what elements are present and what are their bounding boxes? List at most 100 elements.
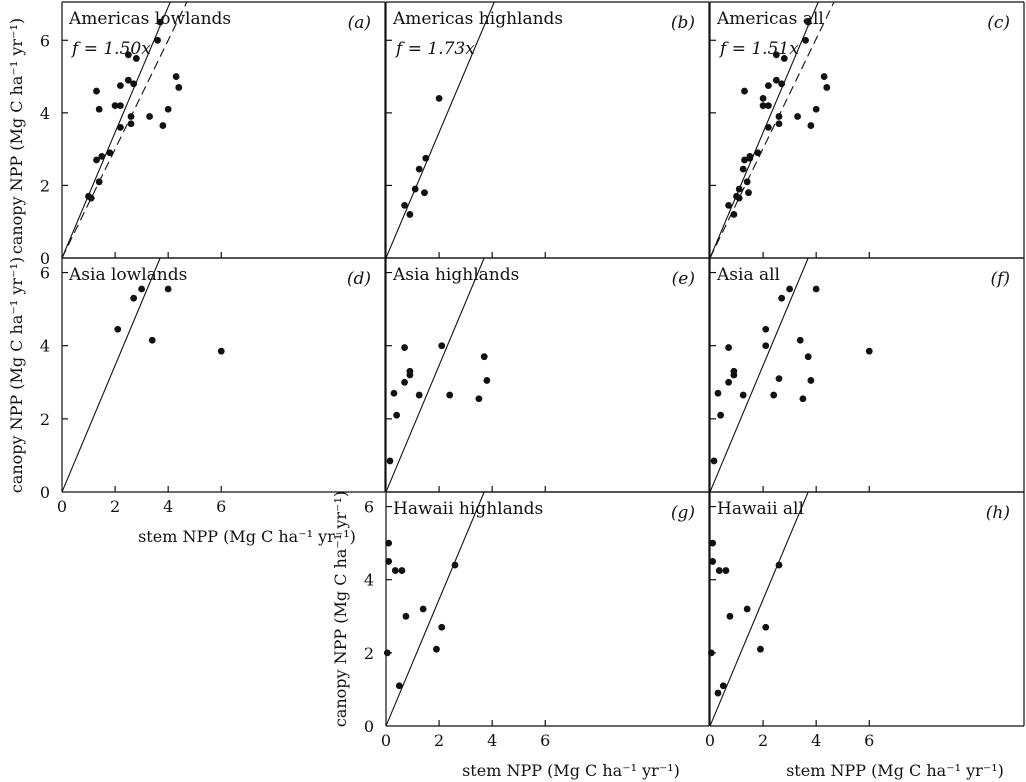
data-point-a-13 [124, 76, 132, 84]
data-point-a-12 [124, 51, 132, 59]
y-axis-label-a: canopy NPP (Mg C ha⁻¹ yr⁻¹) [7, 18, 26, 254]
panel-letter-g: (g) [671, 503, 695, 523]
data-point-g-1 [385, 539, 393, 547]
panel-title-c: Americas all [716, 9, 824, 29]
panel-title-h: Hawaii all [717, 499, 804, 519]
data-point-e-8 [438, 342, 446, 350]
data-point-f-7 [739, 391, 747, 399]
panel-f: Asia all (f) [709, 257, 1025, 493]
panel-letter-f: (f) [990, 269, 1010, 289]
data-point-a-15 [127, 120, 135, 128]
data-point-f-4 [725, 344, 732, 351]
data-point-c-20 [775, 113, 783, 120]
y-tick-label-a-2: 2 [40, 176, 50, 195]
data-point-a-21 [159, 122, 167, 129]
data-point-c-0 [725, 201, 732, 209]
data-point-e-11 [480, 353, 488, 361]
data-point-e-6 [406, 367, 414, 375]
panel-g: 0 2 4 6 0 2 4 6 Hawaii highlands (g) stem NPP (Mg … [331, 491, 710, 780]
data-point-g-5 [398, 567, 406, 574]
data-point-c-7 [741, 87, 748, 95]
panel-letter-h: (h) [986, 503, 1010, 523]
y-tick-label-g-0: 0 [364, 717, 374, 736]
data-point-a-7 [106, 149, 114, 157]
data-point-c-4 [735, 185, 743, 193]
data-point-b-6 [435, 94, 443, 102]
data-point-c-9 [745, 189, 752, 197]
panel-letter-d: (d) [347, 269, 371, 289]
x-tick-label-g-6: 6 [540, 731, 550, 750]
data-point-h-9 [757, 645, 764, 653]
x-tick-label-h-4: 4 [811, 731, 821, 750]
data-point-a-19 [154, 36, 161, 44]
data-point-h-8 [743, 605, 751, 613]
data-point-c-24 [794, 113, 801, 120]
data-point-e-10 [475, 395, 483, 403]
y-tick-label-g-4: 4 [364, 571, 374, 590]
panel-letter-a: (a) [348, 13, 371, 33]
data-point-d-5 [217, 347, 225, 355]
data-point-a-20 [156, 18, 164, 26]
data-point-c-22 [778, 80, 786, 88]
data-point-f-14 [796, 336, 804, 344]
data-point-c-21 [775, 120, 783, 128]
data-point-e-4 [401, 344, 408, 351]
data-point-e-2 [393, 411, 401, 419]
data-point-a-9 [116, 123, 124, 131]
data-point-h-2 [709, 558, 717, 565]
data-point-c-30 [823, 84, 831, 91]
data-point-e-3 [401, 378, 408, 386]
x-tick-label-g-2: 2 [434, 731, 444, 750]
data-point-a-1 [87, 194, 95, 202]
panel-letter-e: (e) [672, 269, 695, 289]
y-tick-label-a-6: 6 [40, 31, 50, 50]
data-point-c-18 [772, 51, 780, 59]
data-point-g-6 [402, 612, 410, 620]
data-point-c-16 [764, 82, 772, 90]
data-point-c-26 [804, 18, 812, 26]
data-point-h-0 [707, 649, 715, 657]
data-point-g-9 [438, 623, 446, 631]
data-point-g-8 [433, 645, 440, 653]
data-point-a-6 [98, 153, 106, 160]
panel-b: Americas highlands f = 1.73x (b) [385, 1, 710, 259]
data-point-a-22 [164, 105, 172, 113]
data-point-c-8 [743, 178, 751, 186]
data-point-f-11 [775, 375, 783, 383]
panel-title-e: Asia highlands [392, 265, 519, 285]
data-point-d-4 [164, 285, 172, 293]
data-point-f-2 [717, 411, 725, 419]
data-point-c-29 [820, 73, 828, 80]
data-point-h-5 [719, 682, 727, 690]
data-point-g-2 [385, 558, 393, 565]
panel-c: Americas all f = 1.51x (c) [709, 1, 1025, 259]
y-tick-label-d-0: 0 [40, 483, 50, 502]
y-tick-label-a-0: 0 [40, 249, 50, 268]
data-point-f-12 [778, 294, 786, 302]
panel-letter-b: (b) [671, 13, 695, 33]
x-axis-label-h: stem NPP (Mg C ha⁻¹ yr⁻¹) [786, 761, 1004, 780]
data-point-c-5 [739, 165, 747, 173]
data-point-f-16 [804, 353, 812, 361]
panel-title-g: Hawaii highlands [393, 499, 543, 519]
fit-line-b-solid [386, 2, 495, 258]
data-point-c-23 [780, 55, 788, 62]
data-point-a-2 [93, 156, 100, 164]
data-point-g-7 [419, 605, 427, 613]
data-point-c-13 [759, 94, 767, 102]
data-point-e-9 [446, 391, 454, 399]
panel-h: 0 2 4 6 Hawaii all (h) stem NPP (Mg C ha⁻¹ yr⁻… [705, 491, 1025, 780]
data-point-h-3 [714, 689, 722, 697]
data-point-a-11 [116, 102, 124, 109]
panel-title-b: Americas highlands [392, 9, 563, 29]
data-point-a-14 [127, 113, 135, 120]
data-point-c-17 [764, 102, 772, 109]
y-tick-label-d-4: 4 [40, 337, 50, 356]
panel-a: 0 2 4 6 Americas lowlands f = 1.50x (a) canopy … [7, 1, 386, 268]
data-point-g-10 [451, 561, 459, 569]
data-point-a-23 [172, 73, 180, 80]
data-point-c-6 [741, 156, 748, 164]
data-point-c-28 [812, 105, 820, 113]
data-point-d-3 [148, 336, 156, 344]
